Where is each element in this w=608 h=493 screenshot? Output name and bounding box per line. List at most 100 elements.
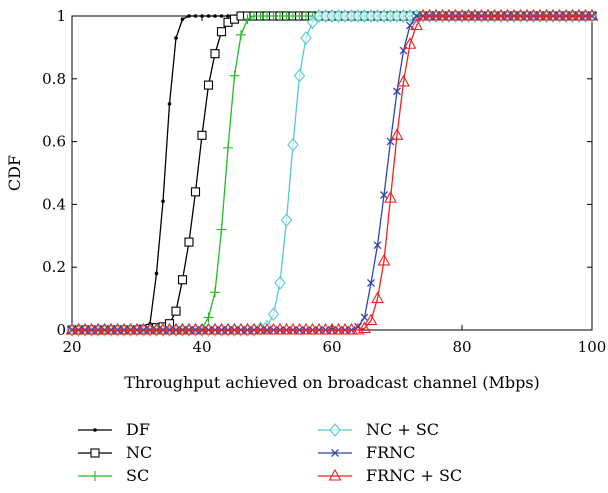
data-point (203, 80, 214, 90)
data-point (219, 14, 224, 18)
data-point (273, 322, 287, 335)
data-point (416, 8, 430, 21)
data-point (527, 8, 540, 21)
legend-item-nc-sc: NC + SC (318, 420, 439, 439)
data-point (572, 8, 586, 21)
legend-label: DF (126, 420, 150, 439)
data-point (241, 322, 254, 335)
data-point (475, 8, 488, 21)
legend-item-nc: NC (78, 443, 152, 462)
data-point (429, 8, 443, 21)
series-line (72, 15, 592, 331)
legend-marker (328, 468, 342, 481)
data-point (566, 8, 579, 21)
data-point (397, 74, 410, 87)
data-point (200, 14, 204, 18)
data-point (449, 8, 462, 21)
series-df (70, 14, 594, 332)
legend-label: NC + SC (366, 420, 439, 439)
data-point (293, 322, 306, 335)
data-point (306, 322, 319, 335)
data-point (91, 322, 105, 335)
legend-item-frnc-sc: FRNC + SC (318, 466, 462, 485)
data-point (345, 322, 358, 335)
data-point (78, 322, 92, 335)
data-point (206, 14, 211, 18)
data-point (190, 187, 201, 197)
data-point (410, 18, 423, 30)
data-point (377, 253, 391, 266)
data-point (203, 312, 214, 323)
data-point (319, 322, 332, 335)
data-point (367, 278, 375, 287)
data-point (234, 322, 248, 335)
data-point (221, 322, 235, 335)
plot-frame (71, 15, 593, 331)
data-point (533, 8, 547, 21)
data-point (229, 70, 240, 81)
data-point (72, 322, 85, 335)
data-point (111, 322, 124, 335)
y-tick-label: 1 (56, 7, 66, 25)
data-point (299, 322, 313, 335)
data-point (390, 128, 404, 140)
data-point (187, 14, 191, 18)
y-axis-label: CDF (5, 155, 24, 191)
series-line (72, 15, 592, 331)
series-line (72, 15, 592, 331)
data-point (85, 322, 98, 335)
data-point (156, 322, 170, 335)
data-point (507, 8, 521, 21)
data-point (267, 322, 280, 335)
legend-label: FRNC + SC (366, 466, 462, 485)
data-point (373, 241, 382, 250)
data-point (184, 237, 194, 247)
data-point (332, 322, 345, 335)
series-frnc-sc (65, 8, 599, 335)
data-point (494, 8, 508, 21)
x-axis-label: Throughput achieved on broadcast channel… (124, 373, 540, 392)
data-point (210, 287, 220, 298)
y-tick-label: 0.6 (42, 133, 66, 151)
y-tick-label: 0.4 (42, 195, 66, 213)
data-point (462, 8, 475, 21)
x-tick-label: 20 (62, 338, 81, 356)
data-point (216, 27, 227, 37)
x-tick-label: 60 (322, 338, 341, 356)
plot-area: 20 40 60 80 100 0 0.2 0.4 0.6 0.8 1 (42, 7, 606, 356)
data-point (287, 137, 299, 152)
series-line (72, 15, 592, 331)
data-point (150, 322, 163, 335)
data-point (65, 322, 79, 335)
data-point (403, 37, 417, 49)
data-point (579, 8, 592, 21)
data-point (174, 36, 178, 40)
y-tick-label: 0.2 (42, 258, 66, 276)
data-point (167, 102, 172, 106)
data-point (312, 322, 326, 335)
data-point (117, 322, 131, 335)
data-point (455, 8, 469, 21)
data-point (202, 322, 215, 335)
data-point (176, 322, 189, 335)
data-point (223, 142, 233, 153)
data-point (210, 49, 220, 59)
data-point (501, 8, 514, 21)
data-point (242, 14, 253, 25)
data-point (393, 87, 401, 96)
data-point (177, 275, 188, 285)
data-point (228, 322, 241, 335)
legend-marker (90, 471, 100, 481)
data-point (169, 322, 183, 335)
legend-marker (329, 423, 341, 437)
legend-item-frnc: FRNC (318, 443, 415, 462)
data-point (208, 322, 222, 335)
data-point (254, 322, 267, 335)
y-tick-label: 0 (56, 321, 66, 339)
data-point (325, 322, 339, 335)
x-tick-label: 100 (578, 338, 607, 356)
data-point (384, 190, 397, 203)
data-point (182, 322, 196, 335)
data-point (226, 14, 230, 18)
series-sc (67, 11, 597, 335)
